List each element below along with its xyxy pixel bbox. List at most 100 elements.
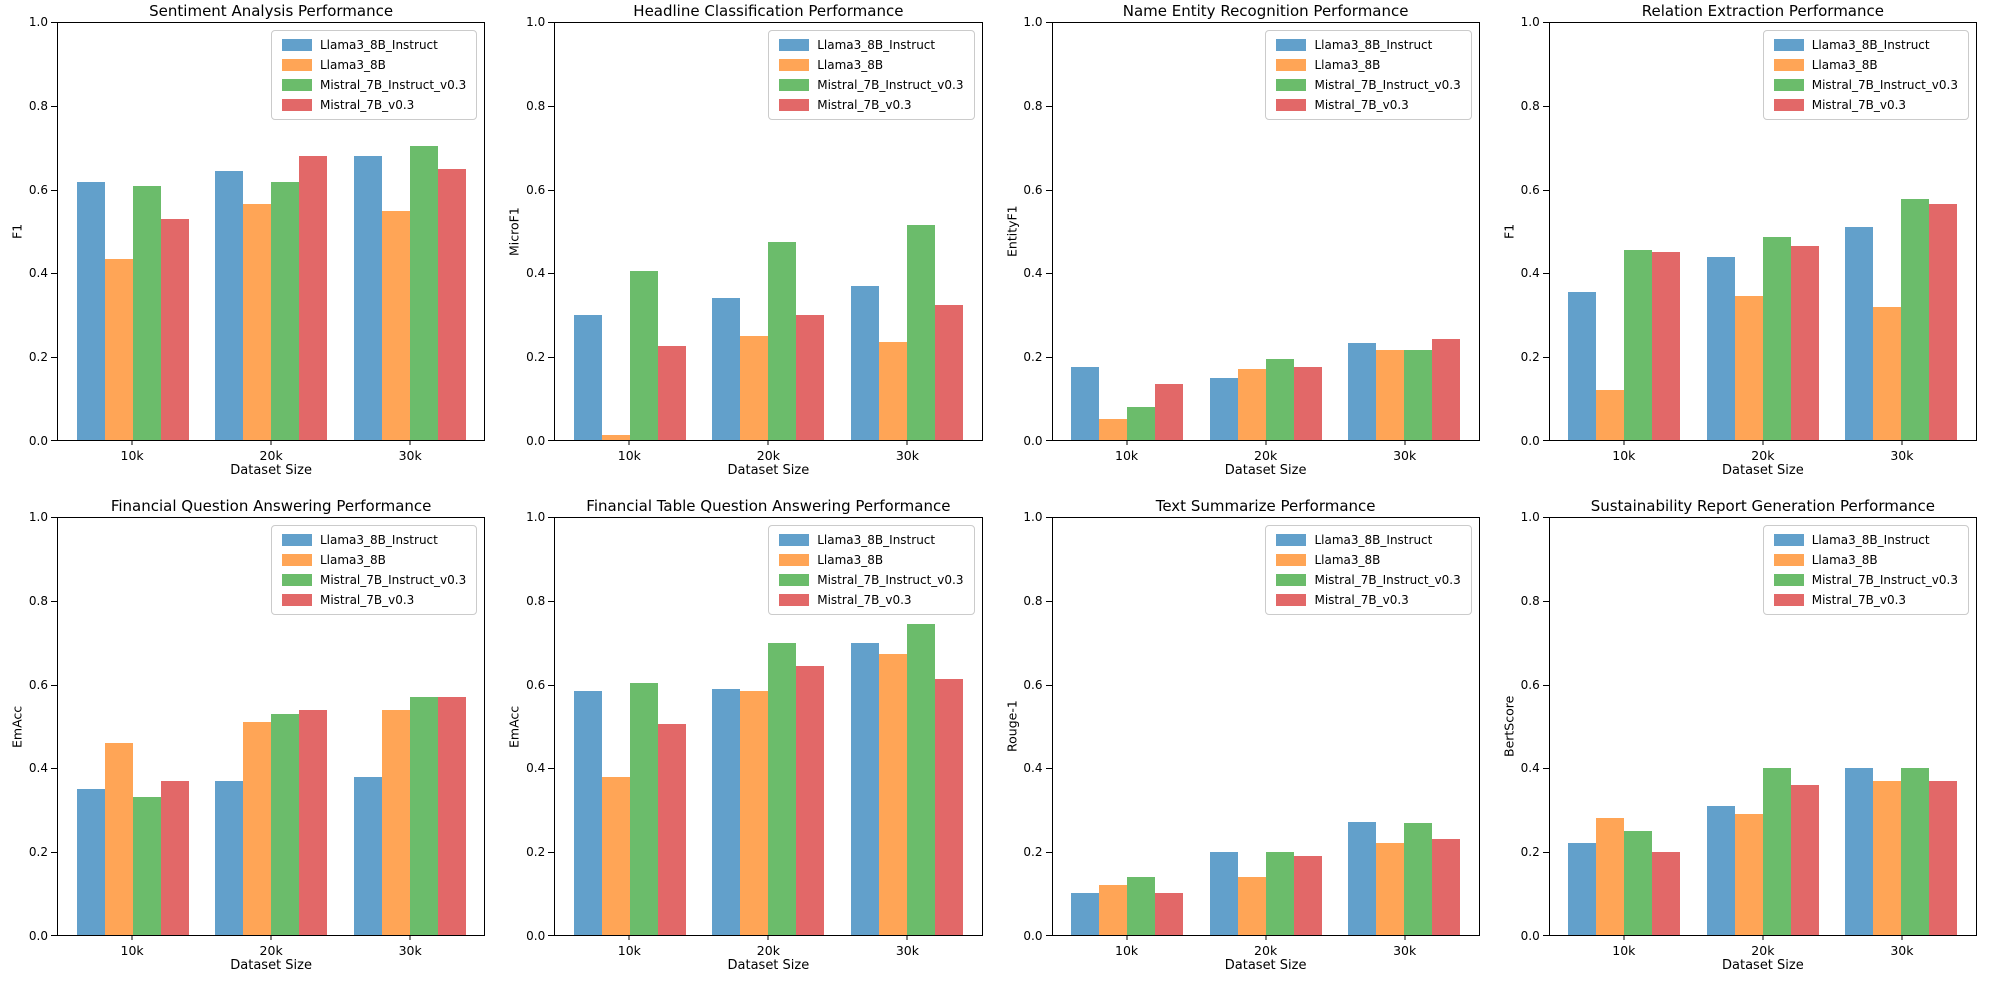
x-tick-mark <box>906 441 908 445</box>
bar-Mistral_7B_v0.3 <box>1432 339 1461 440</box>
y-tick-mark <box>1542 852 1549 854</box>
legend-label: Mistral_7B_v0.3 <box>817 593 912 607</box>
y-tick-mark <box>1542 189 1549 191</box>
y-tick-mark <box>1045 273 1052 275</box>
legend-label: Mistral_7B_v0.3 <box>1314 593 1409 607</box>
bar-Mistral_7B_Instruct_v0.3 <box>768 241 797 440</box>
legend-entry: Mistral_7B_v0.3 <box>779 593 963 607</box>
y-tick-label: 0.8 <box>526 98 546 113</box>
y-tick-label: 0.6 <box>526 182 546 197</box>
y-tick-mark <box>548 935 555 936</box>
legend: Llama3_8B_Instruct Llama3_8B Mistral_7B_In… <box>270 30 478 120</box>
x-tick-label: 20k <box>756 448 780 463</box>
bar-Llama3_8B_Instruct <box>850 285 879 440</box>
bar-Mistral_7B_Instruct_v0.3 <box>1404 823 1433 935</box>
bar-Mistral_7B_Instruct_v0.3 <box>1624 830 1653 935</box>
legend-label: Llama3_8B_Instruct <box>817 533 936 547</box>
legend-entry: Mistral_7B_v0.3 <box>779 98 963 112</box>
legend-swatch <box>1276 39 1307 51</box>
bar-Llama3_8B_Instruct <box>1348 343 1377 440</box>
plot-area: Llama3_8B_Instruct Llama3_8B Mistral_7B_In… <box>1548 22 1977 441</box>
bar-Mistral_7B_v0.3 <box>1155 383 1184 440</box>
legend-entry: Mistral_7B_Instruct_v0.3 <box>281 78 466 92</box>
y-tick-mark <box>548 105 555 107</box>
y-tick-label: 0.8 <box>1520 593 1540 608</box>
y-tick-label: 0.8 <box>526 593 546 608</box>
x-tick-label: 30k <box>1890 448 1914 463</box>
legend-entry: Mistral_7B_Instruct_v0.3 <box>779 573 964 587</box>
bar-Mistral_7B_Instruct_v0.3 <box>629 271 658 440</box>
y-tick-label: 0.0 <box>526 929 546 943</box>
y-axis-label: EmAcc <box>9 705 25 748</box>
bar-Llama3_8B_Instruct <box>1071 367 1100 440</box>
x-tick-label: 10k <box>617 448 641 463</box>
x-tick-label: 30k <box>1393 943 1417 958</box>
y-tick-label: 0.8 <box>1023 98 1043 113</box>
x-tick-mark <box>1126 936 1128 940</box>
x-tick-mark <box>628 441 630 445</box>
y-tick-label: 0.2 <box>28 350 48 365</box>
legend-swatch <box>1773 594 1804 606</box>
subplot-text-summarize-performance: Text Summarize Performance Rouge-1 Llama3_… <box>995 495 1492 990</box>
y-tick-mark <box>1542 105 1549 107</box>
legend-entry: Mistral_7B_v0.3 <box>281 593 466 607</box>
legend-swatch <box>281 79 312 91</box>
x-tick-mark <box>270 936 272 940</box>
x-tick-label: 30k <box>1393 448 1417 463</box>
bar-Llama3_8B_Instruct <box>1348 822 1377 935</box>
legend-entry: Llama3_8B <box>1276 58 1460 72</box>
legend-label: Mistral_7B_Instruct_v0.3 <box>1811 78 1958 92</box>
legend-label: Llama3_8B <box>1314 58 1381 72</box>
legend-label: Llama3_8B_Instruct <box>1811 38 1930 52</box>
y-tick-mark <box>1045 935 1052 936</box>
subplot-sentiment-analysis-performance: Sentiment Analysis Performance F1 Llama3_8… <box>0 0 497 495</box>
y-tick-label: 1.0 <box>28 510 48 524</box>
bar-Llama3_8B <box>381 709 410 935</box>
bar-Mistral_7B_v0.3 <box>299 156 328 440</box>
y-axis-label: EmAcc <box>506 705 522 748</box>
legend-swatch <box>1773 574 1804 586</box>
legend-label: Mistral_7B_Instruct_v0.3 <box>817 78 964 92</box>
x-tick-mark <box>1126 441 1128 445</box>
x-tick-label: 30k <box>895 943 919 958</box>
bar-Mistral_7B_v0.3 <box>934 304 963 440</box>
legend-entry: Llama3_8B <box>779 553 963 567</box>
legend-swatch <box>281 59 312 71</box>
bar-Llama3_8B <box>740 335 769 440</box>
x-tick-mark <box>270 441 272 445</box>
legend-swatch <box>779 594 810 606</box>
y-tick-mark <box>1542 600 1549 602</box>
legend-swatch <box>1276 79 1307 91</box>
y-tick-label: 0.6 <box>28 182 48 197</box>
x-tick-label: 20k <box>1751 448 1775 463</box>
y-tick-mark <box>548 852 555 854</box>
x-tick-mark <box>1623 441 1625 445</box>
y-tick-label: 0.6 <box>1023 182 1043 197</box>
legend-entry: Mistral_7B_Instruct_v0.3 <box>1276 78 1461 92</box>
y-tick-label: 0.8 <box>1520 98 1540 113</box>
y-tick-label: 0.2 <box>1520 845 1540 860</box>
legend: Llama3_8B_Instruct Llama3_8B Mistral_7B_In… <box>768 30 975 120</box>
legend-label: Llama3_8B_Instruct <box>1811 533 1930 547</box>
legend-entry: Llama3_8B_Instruct <box>1276 533 1460 547</box>
y-tick-label: 0.4 <box>28 761 48 776</box>
legend-entry: Llama3_8B <box>1276 553 1460 567</box>
bar-Llama3_8B_Instruct <box>1845 768 1874 935</box>
legend: Llama3_8B_Instruct Llama3_8B Mistral_7B_In… <box>1265 525 1472 615</box>
bar-Llama3_8B <box>381 210 410 440</box>
bar-Llama3_8B <box>1099 885 1128 935</box>
x-axis: 10k 20k 30k <box>554 936 982 976</box>
y-tick-label: 0.4 <box>1023 266 1043 281</box>
bar-Mistral_7B_Instruct_v0.3 <box>1901 768 1930 935</box>
legend-label: Mistral_7B_v0.3 <box>319 593 415 607</box>
bar-Mistral_7B_Instruct_v0.3 <box>1762 236 1791 440</box>
y-tick-mark <box>548 517 555 518</box>
y-tick-label: 0.0 <box>1023 929 1043 943</box>
x-tick-mark <box>767 441 769 445</box>
bar-Mistral_7B_v0.3 <box>1652 252 1681 440</box>
y-tick-label: 0.6 <box>1520 182 1540 197</box>
plot-area: Llama3_8B_Instruct Llama3_8B Mistral_7B_In… <box>57 517 486 936</box>
y-tick-label: 0.8 <box>1023 593 1043 608</box>
bar-Llama3_8B_Instruct <box>1071 893 1100 935</box>
legend-label: Llama3_8B <box>1314 553 1381 567</box>
